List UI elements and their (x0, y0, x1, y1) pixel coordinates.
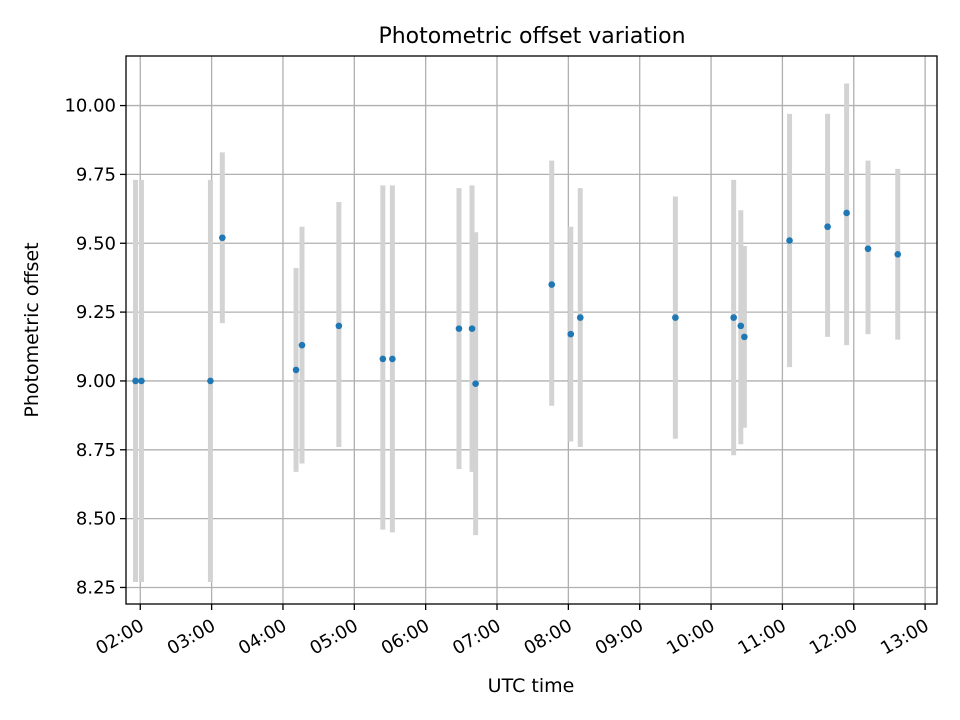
grid-layer (126, 56, 937, 604)
data-point (864, 245, 872, 253)
point-layer (132, 209, 902, 387)
data-point (730, 314, 737, 321)
data-point (468, 325, 476, 332)
data-point (298, 341, 306, 349)
data-point (741, 333, 748, 341)
data-point (335, 322, 343, 330)
y-tick-label: 9.25 (76, 302, 116, 323)
data-point (843, 209, 850, 217)
plot-frame (125, 55, 938, 605)
y-tick-label: 9.00 (76, 371, 116, 392)
y-tick-label: 10.00 (64, 96, 116, 117)
x-axis-label: UTC time (488, 675, 575, 697)
data-point (292, 366, 300, 374)
y-axis-label: Photometric offset (21, 242, 43, 417)
y-tick-label: 8.25 (76, 577, 116, 598)
chart-title: Photometric offset variation (378, 24, 685, 49)
data-point (472, 380, 479, 387)
data-point (672, 314, 679, 321)
data-point (132, 377, 139, 385)
y-tick-label: 9.75 (76, 164, 116, 185)
data-point (455, 325, 463, 332)
y-axis-ticks: 8.25 8.50 8.75 9.00 9.25 9.50 9.75 10.00 (64, 96, 126, 598)
y-tick-label: 9.50 (76, 233, 116, 254)
data-point (548, 281, 556, 288)
data-point (576, 314, 584, 321)
data-point (138, 377, 145, 385)
data-point (786, 237, 793, 244)
data-point (207, 377, 214, 385)
y-tick-label: 8.75 (76, 440, 116, 461)
data-point (567, 330, 575, 338)
data-point (219, 234, 226, 242)
y-tick-label: 8.50 (76, 509, 116, 530)
data-point (389, 355, 396, 363)
data-point (824, 223, 831, 231)
data-point (379, 355, 387, 363)
data-point (894, 250, 902, 258)
data-point (737, 322, 745, 330)
